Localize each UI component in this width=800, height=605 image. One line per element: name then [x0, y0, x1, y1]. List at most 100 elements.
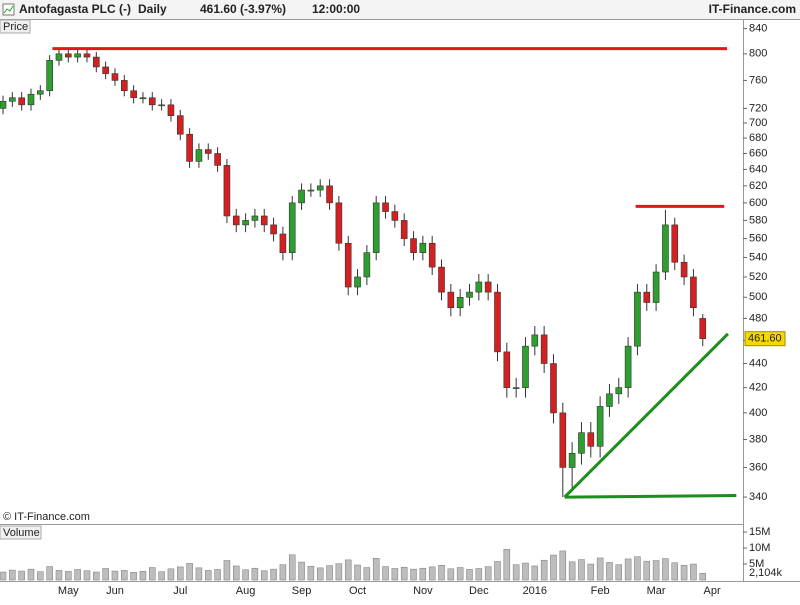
candle-body	[176, 115, 184, 135]
instrument-title: Antofagasta PLC (-)	[19, 2, 131, 16]
candle-body	[522, 345, 529, 388]
candle-body	[484, 281, 492, 293]
volume-bar	[503, 549, 511, 581]
volume-bar	[121, 570, 128, 581]
candle-body	[120, 80, 128, 92]
candle-body	[540, 334, 548, 364]
volume-bar	[456, 567, 464, 581]
volume-bar	[531, 565, 539, 581]
candle-body	[634, 291, 641, 347]
pane-label-box	[0, 525, 42, 540]
volume-bar	[74, 569, 81, 581]
volume-bar	[419, 567, 427, 581]
candle-body	[279, 233, 287, 253]
volume-bar	[130, 572, 137, 581]
volume-bar	[475, 568, 483, 581]
candle-body	[391, 211, 399, 221]
y-tick-label: 10M	[749, 542, 770, 554]
volume-bar	[643, 560, 651, 581]
volume-bar	[139, 571, 147, 581]
candle-body	[680, 261, 688, 278]
x-tick-label: May	[58, 585, 79, 597]
candle-body	[662, 224, 669, 273]
x-tick-label: Jun	[106, 585, 124, 597]
y-tick-label: 760	[749, 74, 767, 86]
candle-body	[195, 149, 203, 162]
volume-bar	[466, 569, 473, 581]
y-tick-label: 420	[749, 382, 767, 394]
candle-body	[148, 97, 156, 106]
header-bar	[0, 0, 800, 19]
volume-bar	[46, 566, 53, 581]
y-tick-label: 700	[749, 117, 767, 129]
candle-body	[550, 363, 557, 414]
volume-bar	[559, 550, 567, 581]
candle-body	[27, 93, 35, 106]
candle-body	[102, 66, 109, 74]
y-tick-label: 540	[749, 251, 767, 263]
y-tick-label: 440	[749, 357, 767, 369]
y-tick-label: 5M	[749, 558, 764, 570]
source: IT-Finance.com	[709, 2, 796, 16]
candle-body	[139, 97, 147, 100]
candle-body	[578, 432, 585, 454]
volume-bar	[391, 568, 399, 581]
volume-bar	[298, 561, 305, 581]
volume-bar	[316, 567, 324, 581]
candle-body	[428, 242, 436, 268]
volume-bar	[699, 573, 706, 581]
volume-bar	[447, 568, 455, 581]
volume-bar	[251, 567, 259, 581]
candle-body	[466, 291, 473, 298]
volume-bar	[652, 560, 660, 581]
candle-body	[204, 149, 212, 154]
candle-body	[372, 202, 380, 253]
volume-bar	[578, 559, 585, 581]
volume-bar	[671, 562, 679, 581]
volume-bar	[205, 570, 212, 581]
candle-body	[400, 220, 408, 239]
volume-bar	[288, 554, 296, 581]
candle-body	[130, 90, 137, 99]
y-tick-label: 340	[749, 491, 767, 503]
candle-body	[363, 252, 371, 278]
pane-label-box	[0, 19, 31, 34]
x-tick-label: 2016	[523, 585, 547, 597]
volume-bar	[428, 566, 436, 581]
y-tick-label: 620	[749, 180, 767, 192]
candle-body	[18, 97, 25, 106]
candle-body	[83, 53, 91, 58]
volume-bar	[214, 569, 221, 581]
candle-body	[65, 53, 72, 58]
candle-body	[270, 224, 277, 235]
last-price-box	[744, 331, 786, 347]
y-tick-label: 600	[749, 197, 767, 209]
candle-body	[37, 90, 44, 95]
candle-body	[335, 202, 343, 244]
candle-body	[382, 202, 389, 212]
candle-body	[587, 432, 595, 447]
candle-body	[456, 296, 464, 309]
x-tick-label: Apr	[704, 585, 721, 597]
candle-body	[260, 215, 268, 226]
app-icon-line	[3, 5, 14, 14]
volume-bar	[550, 554, 557, 581]
volume-bar	[158, 571, 165, 581]
candle-body	[288, 202, 296, 253]
y-tick-label: 800	[749, 48, 767, 60]
volume-bar	[690, 563, 697, 581]
y-tick-label: 15M	[749, 526, 770, 538]
candle-body	[316, 185, 324, 191]
x-tick-label: Sep	[292, 585, 312, 597]
volume-bar	[233, 565, 240, 581]
candle-body	[326, 185, 333, 204]
candle-body	[354, 276, 361, 288]
candle-body	[447, 291, 455, 309]
pane-label: Volume	[3, 527, 40, 539]
volume-bar	[410, 568, 417, 581]
volume-bar	[167, 568, 175, 581]
volume-bar	[587, 563, 595, 581]
volume-bar	[93, 571, 100, 581]
candle-body	[410, 238, 417, 253]
